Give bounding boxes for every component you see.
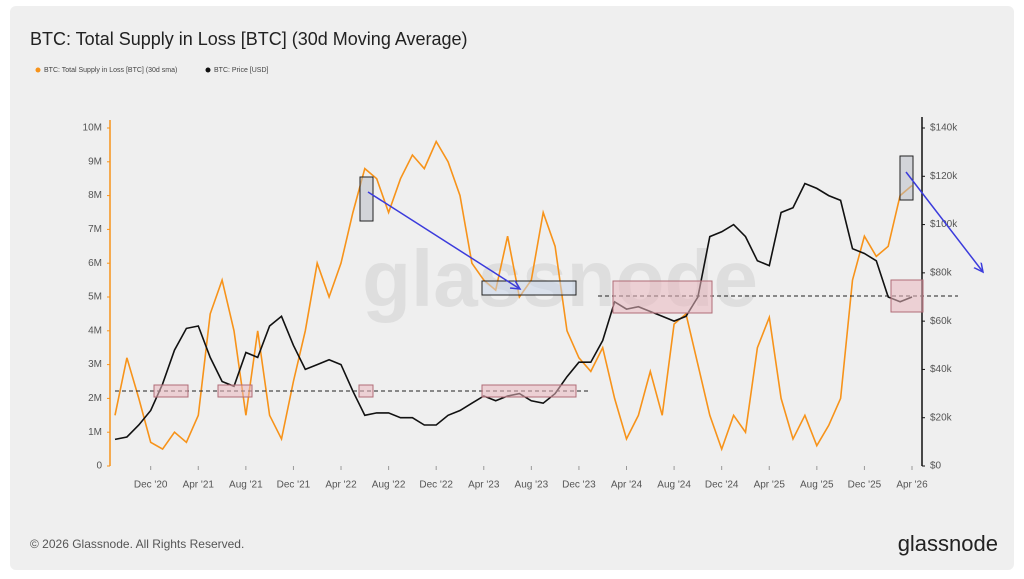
legend-swatch bbox=[205, 67, 211, 73]
x-tick-label: Dec '23 bbox=[562, 480, 596, 491]
y-tick-label: 6M bbox=[88, 258, 102, 269]
arrow bbox=[905, 171, 983, 272]
x-tick-label: Apr '23 bbox=[468, 480, 500, 491]
y-tick-label: 7M bbox=[88, 224, 102, 235]
chart-title: BTC: Total Supply in Loss [BTC] (30d Mov… bbox=[30, 29, 468, 49]
annotations bbox=[115, 155, 983, 398]
y2-tick-label: $80k bbox=[930, 267, 953, 278]
y2-tick-label: $100k bbox=[930, 219, 958, 230]
x-tick-label: Dec '25 bbox=[848, 480, 882, 491]
y-tick-label: 9M bbox=[88, 156, 102, 167]
y2-tick-label: $40k bbox=[930, 364, 953, 375]
x-tick-label: Dec '20 bbox=[134, 480, 168, 491]
arrow bbox=[367, 191, 520, 289]
y-tick-label: 8M bbox=[88, 190, 102, 201]
y2-tick-label: $20k bbox=[930, 412, 953, 423]
highlight-box bbox=[153, 384, 189, 398]
highlight-box bbox=[481, 384, 577, 398]
y2-tick-label: $0 bbox=[930, 461, 942, 472]
highlight-box bbox=[358, 384, 374, 398]
x-tick-label: Apr '22 bbox=[325, 480, 357, 491]
x-tick-label: Aug '21 bbox=[229, 480, 263, 491]
legend-swatch bbox=[35, 67, 41, 73]
logo: glassnode bbox=[898, 531, 998, 556]
y2-tick-label: $120k bbox=[930, 171, 958, 182]
highlight-box bbox=[899, 155, 914, 201]
x-tick-label: Dec '22 bbox=[419, 480, 453, 491]
x-tick-label: Dec '21 bbox=[277, 480, 311, 491]
x-tick-label: Aug '23 bbox=[515, 480, 549, 491]
highlight-box bbox=[481, 280, 577, 296]
y-tick-label: 10M bbox=[83, 123, 102, 134]
y-tick-label: 0 bbox=[96, 461, 102, 472]
y2-tick-label: $140k bbox=[930, 123, 958, 134]
highlight-box bbox=[612, 280, 713, 314]
x-tick-label: Apr '25 bbox=[754, 480, 786, 491]
series-line bbox=[114, 139, 913, 452]
legend-label: BTC: Price [USD] bbox=[214, 67, 269, 74]
highlight-box bbox=[217, 384, 253, 398]
y-tick-label: 3M bbox=[88, 359, 102, 370]
x-tick-label: Aug '24 bbox=[657, 480, 691, 491]
legend-label: BTC: Total Supply in Loss [BTC] (30d sma… bbox=[44, 67, 177, 74]
highlight-box bbox=[359, 176, 374, 222]
y2-tick-label: $60k bbox=[930, 316, 953, 327]
x-tick-label: Aug '22 bbox=[372, 480, 406, 491]
x-tick-label: Apr '24 bbox=[611, 480, 643, 491]
y-tick-label: 2M bbox=[88, 393, 102, 404]
y-tick-label: 1M bbox=[88, 427, 102, 438]
footer: © 2026 Glassnode. All Rights Reserved. bbox=[30, 537, 244, 551]
x-tick-label: Aug '25 bbox=[800, 480, 834, 491]
y-tick-label: 5M bbox=[88, 292, 102, 303]
x-tick-label: Dec '24 bbox=[705, 480, 739, 491]
x-tick-label: Apr '21 bbox=[183, 480, 215, 491]
y-tick-label: 4M bbox=[88, 325, 102, 336]
highlight-box bbox=[890, 279, 924, 313]
x-tick-label: Apr '26 bbox=[896, 480, 928, 491]
